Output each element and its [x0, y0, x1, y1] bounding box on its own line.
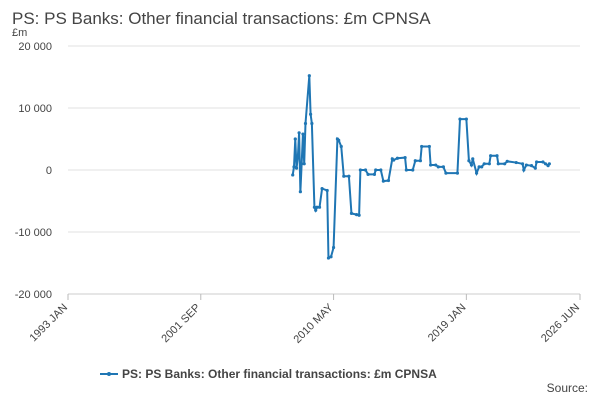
- data-point: [297, 131, 301, 135]
- data-point: [411, 168, 415, 172]
- data-point: [444, 171, 448, 175]
- x-tick-label: 2001 SEP: [159, 302, 203, 346]
- y-tick-label: -20 000: [15, 289, 52, 301]
- chart-title: PS: PS Banks: Other financial transactio…: [12, 9, 431, 28]
- data-point: [391, 158, 396, 162]
- data-point: [291, 173, 295, 177]
- y-tick-label: 0: [46, 165, 52, 177]
- data-point: [403, 156, 407, 160]
- data-point: [308, 112, 313, 116]
- y-axis-unit: £m: [12, 27, 27, 39]
- data-point: [314, 208, 318, 212]
- data-point: [533, 166, 537, 170]
- data-point: [372, 172, 377, 176]
- data-point: [329, 255, 333, 259]
- x-tick-label: 2026 JUN: [539, 302, 582, 345]
- data-point: [312, 205, 317, 209]
- data-point: [529, 164, 534, 168]
- data-point: [381, 179, 385, 183]
- y-tick-label: -10 000: [15, 227, 52, 239]
- data-point: [547, 162, 551, 166]
- data-point: [363, 168, 368, 172]
- data-point: [379, 168, 383, 172]
- data-point: [458, 117, 462, 121]
- data-point: [374, 168, 378, 172]
- x-tick-label: 2010 MAY: [291, 301, 336, 346]
- data-point: [505, 159, 509, 163]
- data-point: [320, 187, 324, 191]
- data-point: [429, 163, 433, 167]
- data-point: [310, 121, 314, 126]
- data-point: [292, 165, 296, 169]
- data-point: [482, 162, 486, 166]
- legend-label: PS: PS Banks: Other financial transactio…: [122, 367, 437, 381]
- data-point: [293, 137, 297, 141]
- data-point: [420, 144, 424, 149]
- data-point: [427, 144, 431, 149]
- data-point: [413, 159, 417, 163]
- data-point: [366, 172, 370, 176]
- y-tick-label: 10 000: [18, 103, 52, 115]
- data-point: [436, 165, 440, 169]
- data-point: [522, 168, 526, 172]
- data-point: [347, 174, 351, 178]
- data-point: [520, 162, 525, 166]
- x-tick-label: 2019 JAN: [426, 302, 469, 345]
- data-point: [331, 245, 336, 250]
- data-point: [418, 159, 422, 163]
- data-point: [337, 138, 341, 142]
- data-point: [354, 213, 359, 217]
- data-point: [296, 156, 300, 160]
- data-point: [300, 162, 304, 166]
- data-point: [543, 162, 548, 166]
- data-point: [441, 165, 445, 169]
- data-point: [358, 168, 362, 172]
- data-point: [302, 162, 306, 166]
- data-point: [467, 159, 471, 163]
- data-point: [339, 144, 343, 149]
- data-point: [294, 166, 299, 170]
- data-point: [326, 256, 331, 260]
- data-point: [469, 163, 474, 167]
- data-point: [474, 171, 479, 175]
- data-point: [541, 160, 545, 164]
- y-tick-label: 20 000: [18, 41, 52, 53]
- legend-marker: [107, 372, 111, 376]
- source: Source:: [547, 381, 588, 395]
- data-point: [480, 165, 484, 169]
- data-point: [464, 117, 468, 121]
- data-point: [298, 190, 302, 194]
- data-point: [514, 160, 518, 165]
- data-point: [395, 156, 400, 160]
- data-point: [386, 178, 391, 183]
- data-point: [342, 174, 346, 178]
- data-point: [307, 74, 311, 78]
- data-point: [455, 171, 460, 175]
- data-point: [487, 162, 491, 166]
- data-point: [496, 162, 500, 166]
- data-point: [349, 211, 354, 215]
- x-tick-label: 1993 JAN: [27, 302, 70, 345]
- data-point: [524, 163, 528, 167]
- data-point: [404, 168, 408, 172]
- data-point: [301, 132, 305, 136]
- data-point: [489, 154, 493, 158]
- data-point: [534, 160, 539, 164]
- data-point: [471, 157, 475, 161]
- data-point: [434, 163, 438, 167]
- data-point: [303, 121, 308, 126]
- data-point: [495, 154, 499, 158]
- data-line: [291, 75, 551, 260]
- data-point: [357, 213, 361, 217]
- data-point: [325, 188, 329, 193]
- data-point: [503, 162, 507, 166]
- data-point: [315, 205, 319, 209]
- data-point: [477, 165, 481, 169]
- data-point: [317, 205, 322, 209]
